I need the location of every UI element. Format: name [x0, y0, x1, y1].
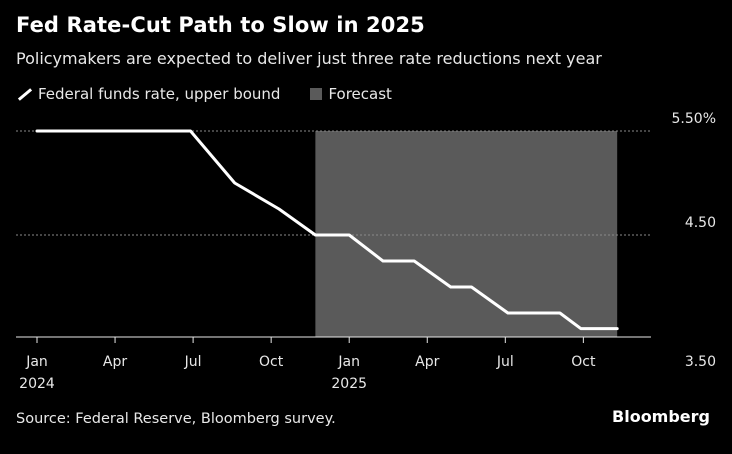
- x-tick-label: Oct: [259, 354, 284, 370]
- forecast-shade: [315, 131, 618, 337]
- x-tick-label: Apr: [103, 354, 127, 370]
- x-tick-label: Apr: [415, 354, 439, 370]
- chart-subtitle: Policymakers are expected to deliver jus…: [16, 49, 602, 68]
- legend-forecast-label: Forecast: [328, 85, 392, 103]
- x-tick-year-label: 2025: [331, 376, 367, 392]
- bloomberg-logo: Bloomberg: [612, 407, 710, 426]
- x-tick-year-label: 2024: [19, 376, 55, 392]
- series-line-fed-funds-rate: [35, 129, 619, 331]
- x-tick-label: Jan: [337, 354, 360, 370]
- x-tick-label: Jul: [496, 354, 514, 370]
- x-tick-label: Jan: [25, 354, 48, 370]
- y-tick-label: 5.50%: [672, 111, 716, 127]
- chart-title: Fed Rate-Cut Path to Slow in 2025: [16, 13, 425, 37]
- y-tick-label: 4.50: [685, 215, 716, 231]
- legend-series-label: Federal funds rate, upper bound: [38, 85, 281, 103]
- forecast-legend-icon: [310, 88, 323, 100]
- source-note: Source: Federal Reserve, Bloomberg surve…: [16, 411, 336, 427]
- y-tick-label: 3.50: [685, 354, 716, 370]
- legend: Federal funds rate, upper bound Forecast: [16, 84, 392, 104]
- x-tick-label: Oct: [571, 354, 596, 370]
- x-tick-label: Jul: [184, 354, 202, 370]
